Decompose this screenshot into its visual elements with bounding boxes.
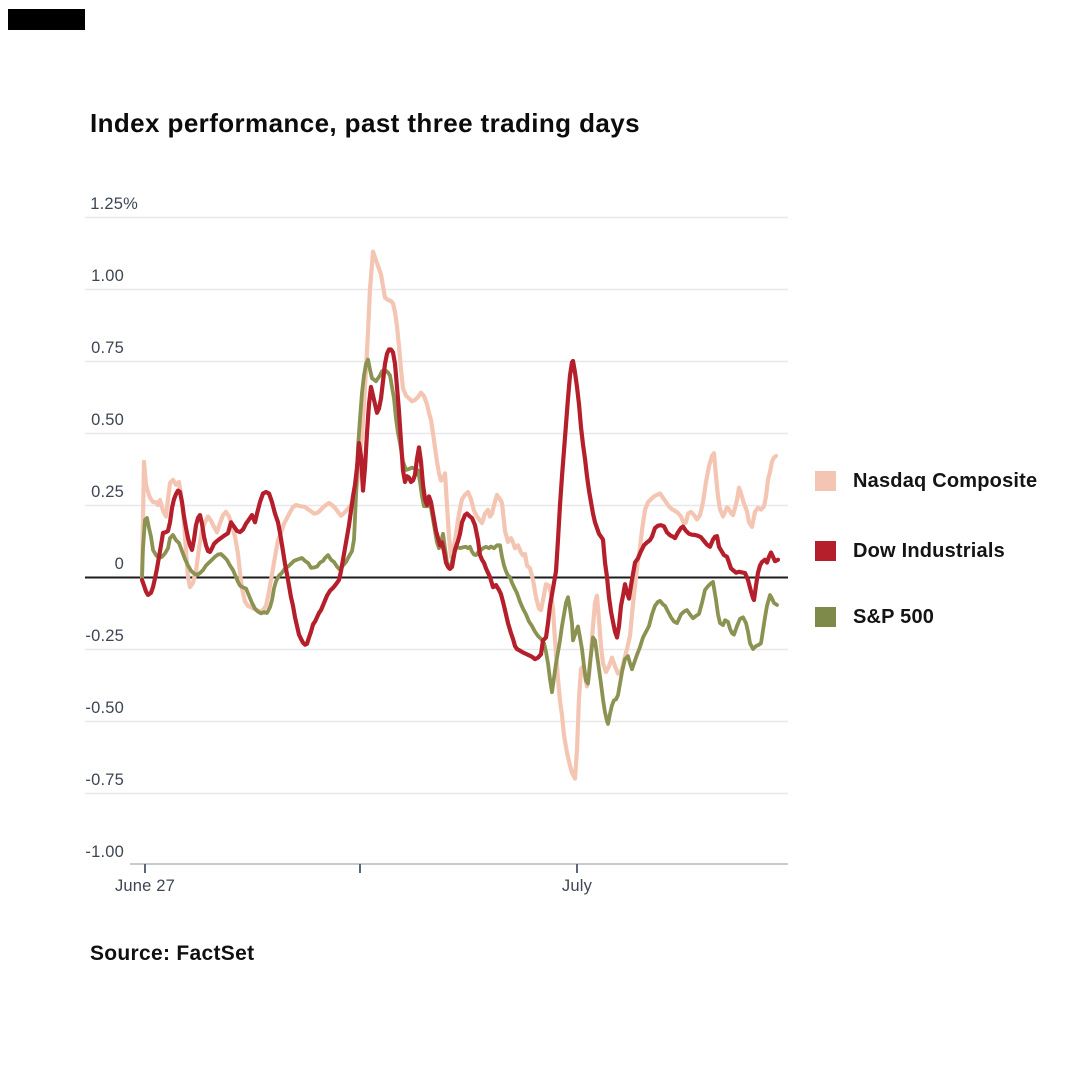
y-axis-label: 1.25% [90,195,138,213]
legend-label-dow: Dow Industrials [853,539,1005,562]
series-line-s-p-500 [140,357,779,726]
top-left-black-bar [8,9,85,30]
legend-item-sp500: S&P 500 [815,605,934,629]
y-axis-label: -0.50 [85,699,124,717]
y-axis-label: 1.00 [91,267,124,285]
series-line-nasdaq-composite [139,249,779,781]
y-axis-label: 0.75 [91,339,124,357]
sp500-swatch-icon [815,607,836,627]
y-axis-label: 0 [114,555,124,573]
chart-title: Index performance, past three trading da… [90,108,640,138]
y-axis-label: 0.25 [91,483,124,501]
legend-label-nasdaq: Nasdaq Composite [853,469,1038,492]
series-line-dow-industrials [139,347,781,662]
y-axis-label: 0.50 [91,411,124,429]
legend-item-nasdaq: Nasdaq Composite [815,469,1037,493]
legend-item-dow: Dow Industrials [815,539,1005,563]
y-axis-label: -1.00 [85,843,124,861]
dow-swatch-icon [815,541,836,561]
legend-label-sp500: S&P 500 [853,605,935,628]
nasdaq-swatch-icon [815,471,836,491]
y-axis-label: -0.75 [85,771,124,789]
x-axis-label: July [561,877,593,895]
x-axis-label: June 27 [114,877,176,895]
y-axis-label: -0.25 [85,627,124,645]
source-attribution: Source: FactSet [90,942,255,965]
